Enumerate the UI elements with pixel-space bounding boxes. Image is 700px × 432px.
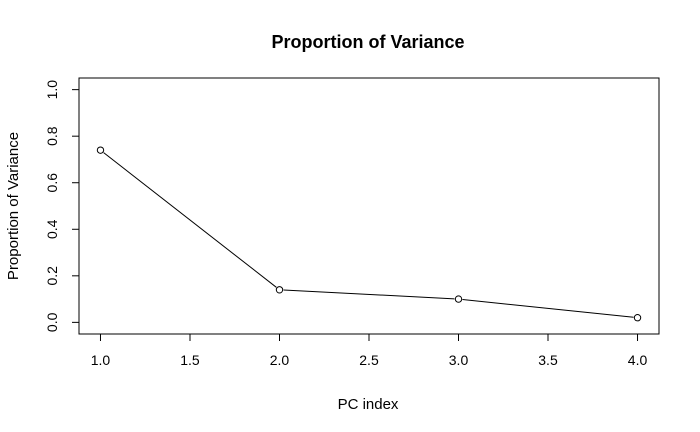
y-axis: 0.0 0.2 0.4 0.6 0.8 1.0 <box>44 80 79 332</box>
x-tick-label: 4.0 <box>628 352 648 368</box>
data-point <box>454 295 463 303</box>
series-line-segment <box>103 152 277 288</box>
data-point <box>96 146 105 154</box>
series-line-segment <box>462 299 634 318</box>
chart-title: Proportion of Variance <box>271 32 464 52</box>
y-tick-label: 0.4 <box>44 219 60 239</box>
data-series <box>96 146 642 322</box>
y-axis-label: Proportion of Variance <box>5 132 22 280</box>
y-tick-label: 0.8 <box>44 126 60 146</box>
plot-frame <box>78 77 660 335</box>
x-tick-label: 2.5 <box>359 352 379 368</box>
x-tick-label: 2.0 <box>270 352 290 368</box>
data-point <box>633 314 642 322</box>
x-tick-label: 3.5 <box>538 352 558 368</box>
data-point <box>275 286 284 294</box>
x-tick-label: 1.5 <box>180 352 200 368</box>
y-tick-label: 1.0 <box>44 80 60 100</box>
series-line-segment <box>283 289 455 300</box>
y-tick-label: 0.0 <box>44 312 60 332</box>
x-tick-label: 1.0 <box>91 352 111 368</box>
y-tick-label: 0.6 <box>44 173 60 193</box>
x-axis-label: PC index <box>338 396 399 413</box>
x-axis: 1.0 1.5 2.0 2.5 3.0 3.5 4.0 <box>91 334 648 368</box>
x-tick-label: 3.0 <box>449 352 469 368</box>
y-tick-label: 0.2 <box>44 266 60 286</box>
